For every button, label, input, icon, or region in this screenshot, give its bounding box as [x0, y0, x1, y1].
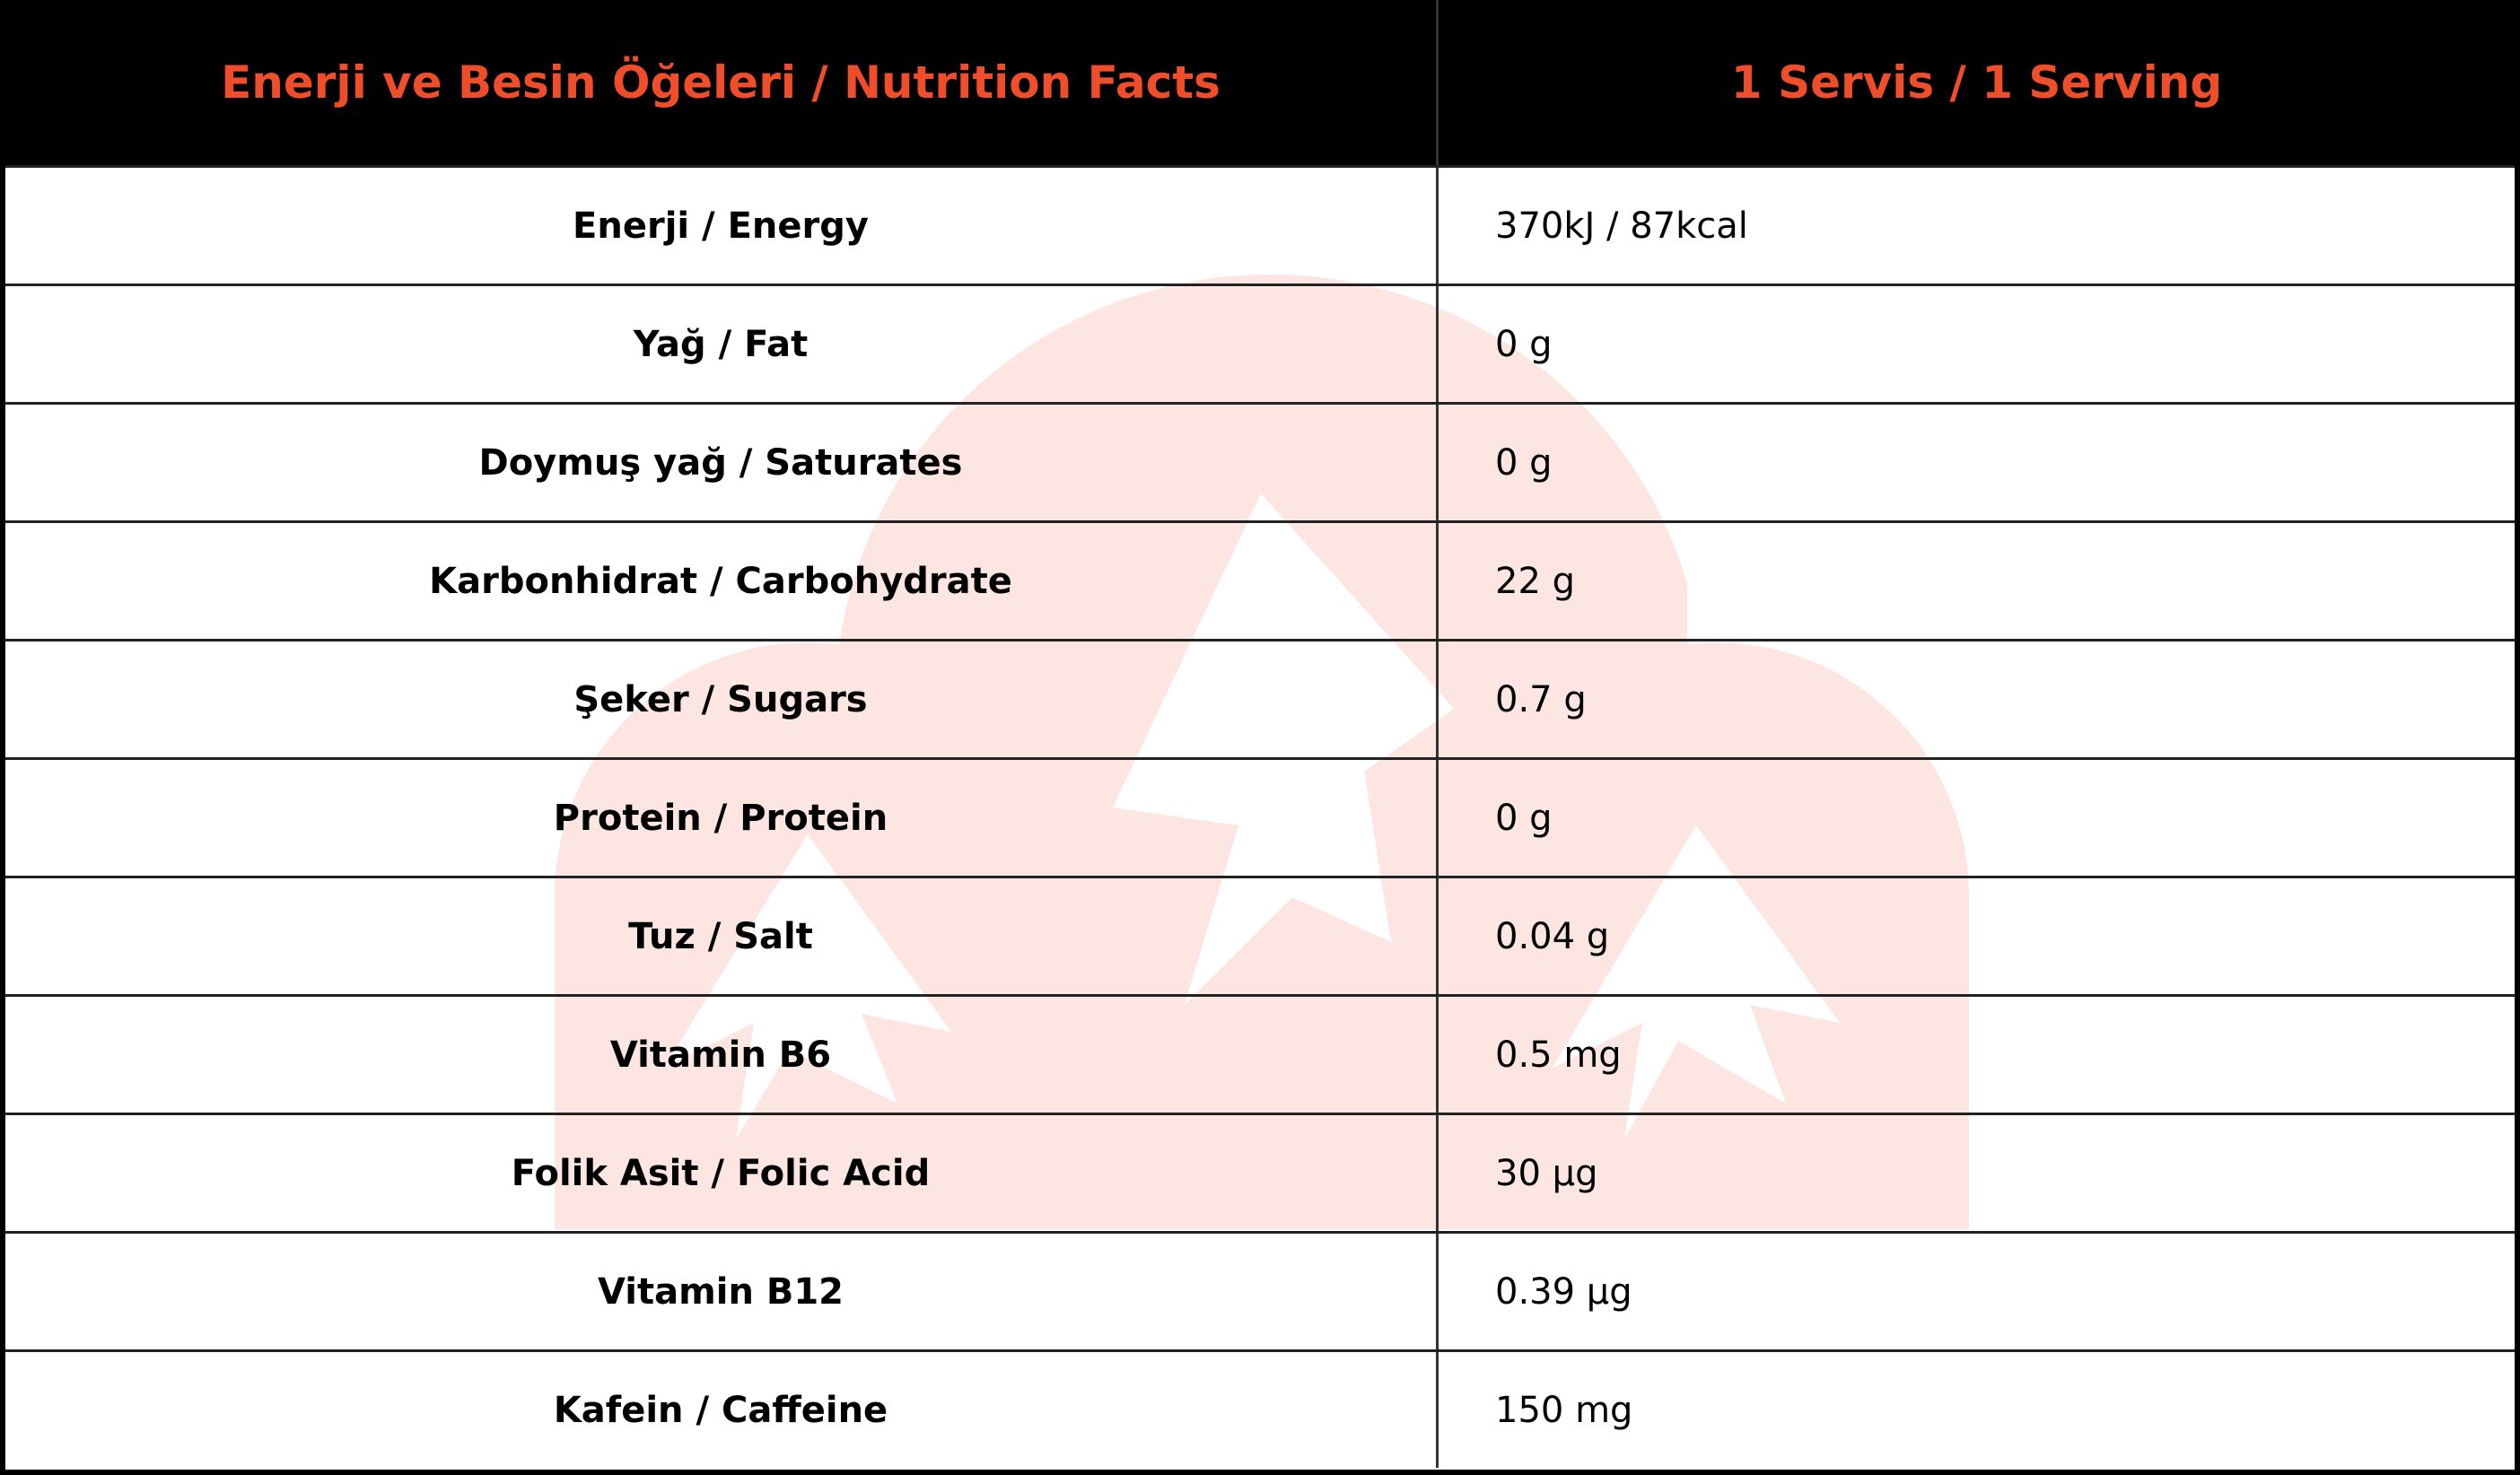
table-row: Folik Asit / Folic Acid 30 µg: [5, 1113, 2515, 1231]
nutrient-name: Folik Asit / Folic Acid: [5, 1115, 1439, 1231]
nutrient-name: Kafein / Caffeine: [5, 1352, 1439, 1468]
table-row: Vitamin B6 0.5 mg: [5, 994, 2515, 1113]
nutrient-name: Protein / Protein: [5, 760, 1439, 876]
nutrient-name: Enerji / Energy: [5, 168, 1439, 284]
nutrient-amount: 0.04 g: [1495, 915, 1610, 957]
nutrient-amount: 0 g: [1495, 797, 1553, 839]
table-row: Şeker / Sugars 0.7 g: [5, 639, 2515, 757]
table-row: Vitamin B12 0.39 µg: [5, 1231, 2515, 1349]
nutrient-amount: 22 g: [1495, 560, 1576, 602]
table-row: Doymuş yağ / Saturates 0 g: [5, 402, 2515, 520]
nutrient-amount: 0.39 µg: [1495, 1270, 1632, 1313]
table-row: Yağ / Fat 0 g: [5, 284, 2515, 402]
table-row: Kafein / Caffeine 150 mg: [5, 1349, 2515, 1468]
table-header: Enerji ve Besin Öğeleri / Nutrition Fact…: [5, 0, 2515, 165]
header-cell: 1 Servis / 1 Serving: [1730, 57, 2223, 109]
nutrient-name: Doymuş yağ / Saturates: [5, 405, 1439, 520]
nutrient-amount: 0 g: [1495, 441, 1553, 484]
nutrient-name: Karbonhidrat / Carbohydrate: [5, 523, 1439, 639]
table-row: Tuz / Salt 0.04 g: [5, 876, 2515, 994]
table-row: Enerji / Energy 370kJ / 87kcal: [5, 165, 2515, 284]
nutrient-amount: 0.5 mg: [1495, 1034, 1622, 1076]
nutrient-name: Tuz / Salt: [5, 878, 1439, 994]
table-row: Protein / Protein 0 g: [5, 757, 2515, 876]
nutrient-name: Vitamin B12: [5, 1234, 1439, 1349]
header-cell: Enerji ve Besin Öğeleri / Nutrition Fact…: [5, 0, 1439, 165]
table-row: Karbonhidrat / Carbohydrate 22 g: [5, 520, 2515, 639]
nutrient-amount: 0.7 g: [1495, 678, 1587, 720]
nutrient-name: Yağ / Fat: [5, 286, 1439, 402]
nutrient-name: Şeker / Sugars: [5, 641, 1439, 757]
nutrient-name: Vitamin B6: [5, 997, 1439, 1113]
nutrient-amount: 150 mg: [1495, 1389, 1633, 1431]
nutrient-amount: 30 µg: [1495, 1152, 1598, 1194]
nutrient-amount: 370kJ / 87kcal: [1495, 205, 1748, 247]
nutrient-amount: 0 g: [1495, 323, 1553, 365]
